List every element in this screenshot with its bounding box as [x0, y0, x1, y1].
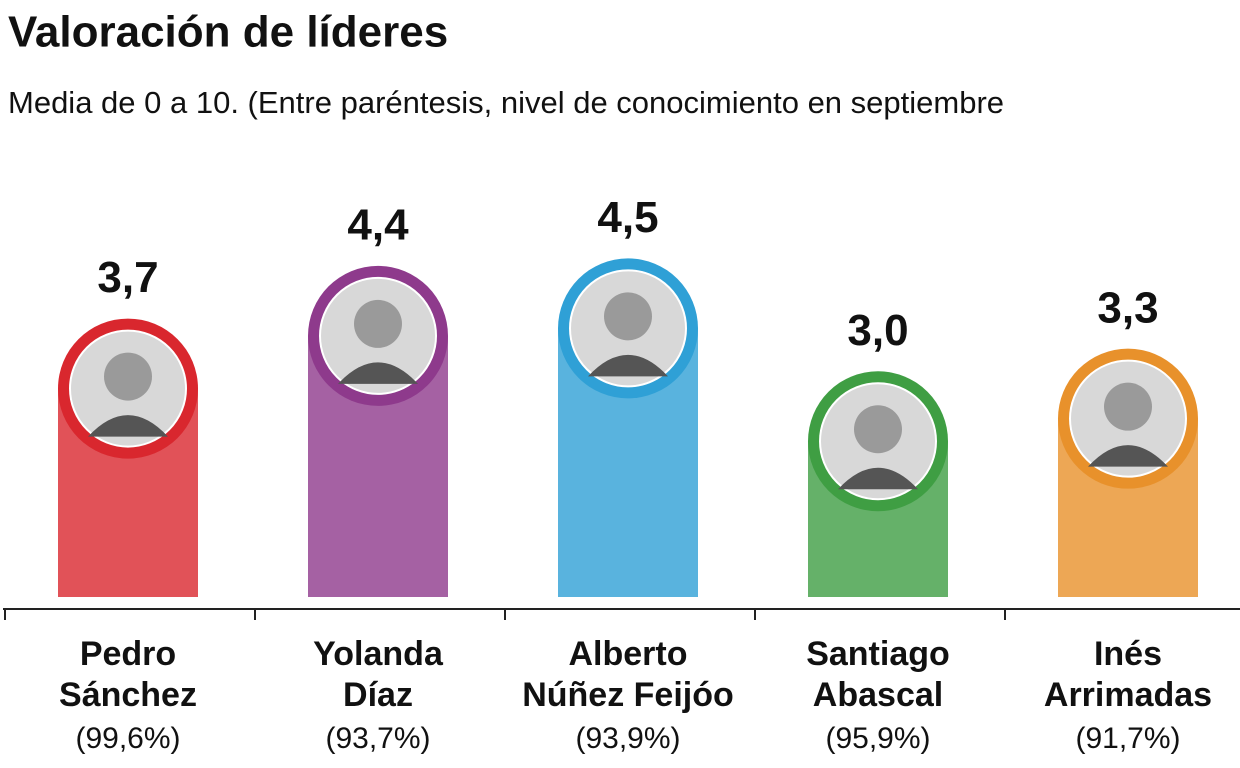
portrait-head: [854, 405, 902, 454]
category-note: (99,6%): [75, 722, 180, 755]
x-tick-label: Díaz: [343, 676, 413, 714]
chart-subtitle: Media de 0 a 10. (Entre paréntesis, nive…: [8, 85, 1004, 120]
category-note: (95,9%): [825, 722, 930, 755]
value-label: 4,5: [597, 193, 658, 242]
category-note: (93,7%): [325, 722, 430, 755]
x-tick-label: Yolanda: [313, 635, 444, 673]
portrait-body: [338, 362, 418, 384]
value-label: 3,3: [1097, 283, 1158, 332]
portrait-body: [838, 467, 918, 490]
value-label: 3,0: [847, 306, 908, 355]
portrait-body: [88, 415, 168, 437]
portrait-head: [354, 299, 402, 348]
x-tick-label: Arrimadas: [1044, 676, 1212, 714]
x-tick-label: Sánchez: [59, 676, 197, 714]
value-label: 3,7: [97, 253, 158, 302]
x-tick-label: Pedro: [80, 635, 176, 673]
portrait-head: [604, 292, 652, 341]
chart-title: Valoración de líderes: [8, 8, 448, 57]
portrait-head: [1104, 382, 1152, 431]
value-label: 4,4: [347, 201, 409, 250]
x-tick-label: Santiago: [806, 635, 950, 673]
portrait-body: [588, 354, 668, 377]
portrait-head: [104, 352, 152, 401]
category-note: (91,7%): [1075, 722, 1180, 755]
portrait-body: [1088, 445, 1168, 467]
x-tick-label: Inés: [1094, 635, 1162, 673]
x-tick-label: Abascal: [813, 676, 943, 714]
x-tick-label: Núñez Feijóo: [522, 676, 734, 714]
x-tick-label: Alberto: [569, 635, 688, 673]
category-note: (93,9%): [575, 722, 680, 755]
